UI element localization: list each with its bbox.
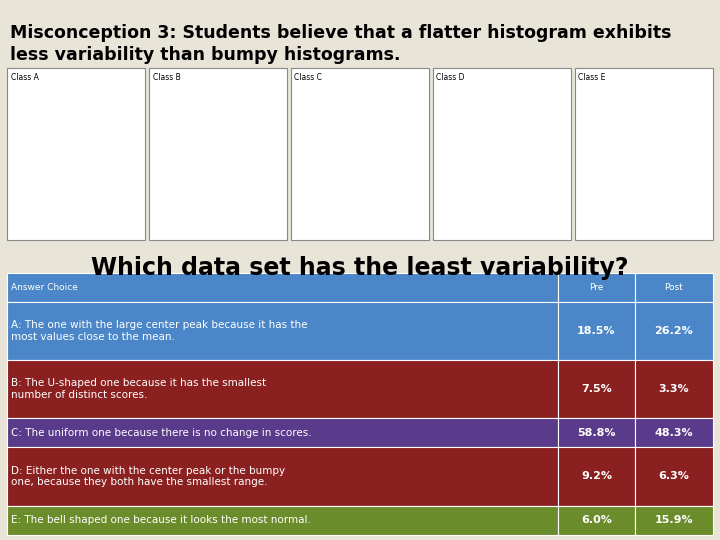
Bar <box>325 169 333 206</box>
Bar <box>639 125 647 206</box>
Bar <box>516 177 525 206</box>
Text: Class D: Class D <box>436 73 465 82</box>
Text: 9.2%: 9.2% <box>581 471 612 481</box>
Text: B: The U-shaped one because it has the smallest
number of distinct scores.: B: The U-shaped one because it has the s… <box>11 379 266 400</box>
X-axis label: Scores: Scores <box>215 217 239 222</box>
Text: 18.5%: 18.5% <box>577 326 616 336</box>
Bar <box>608 191 617 206</box>
Text: Class B: Class B <box>153 73 181 82</box>
Bar <box>365 154 373 206</box>
Bar <box>101 191 109 206</box>
Text: 26.2%: 26.2% <box>654 326 693 336</box>
Bar <box>658 147 667 206</box>
Bar <box>71 96 80 206</box>
X-axis label: Scores: Scores <box>499 217 523 222</box>
Bar <box>203 191 212 206</box>
Bar <box>487 184 495 206</box>
Y-axis label: Frequency: Frequency <box>153 129 159 165</box>
Text: 3.3%: 3.3% <box>659 384 689 394</box>
Bar <box>497 103 505 206</box>
Text: Which data set has the least variability?: Which data set has the least variability… <box>91 256 629 280</box>
Bar <box>477 184 485 206</box>
Bar <box>467 169 475 206</box>
Text: D: Either the one with the center peak or the bumpy
one, because they both have : D: Either the one with the center peak o… <box>11 465 285 487</box>
Text: C: The uniform one because there is no change in scores.: C: The uniform one because there is no c… <box>11 428 312 438</box>
Bar <box>111 198 120 206</box>
Text: Pre: Pre <box>589 283 603 292</box>
Bar <box>405 169 413 206</box>
Bar <box>193 177 202 206</box>
Text: Class E: Class E <box>578 73 606 82</box>
Bar <box>688 184 696 206</box>
Text: 48.3%: 48.3% <box>654 428 693 438</box>
Text: Class A: Class A <box>11 73 39 82</box>
Bar <box>629 161 637 206</box>
Bar <box>384 147 393 206</box>
Bar <box>233 154 241 206</box>
Y-axis label: Frequency: Frequency <box>12 129 17 165</box>
Text: less variability than bumpy histograms.: less variability than bumpy histograms. <box>10 46 400 64</box>
X-axis label: Scores: Scores <box>73 217 97 222</box>
Bar <box>273 110 281 206</box>
Bar <box>81 169 89 206</box>
Bar <box>355 161 364 206</box>
Bar <box>668 161 677 206</box>
Bar <box>263 184 271 206</box>
Bar <box>174 118 181 206</box>
Text: E: The bell shaped one because it looks the most normal.: E: The bell shaped one because it looks … <box>11 515 310 525</box>
Bar <box>335 161 343 206</box>
Bar <box>61 191 70 206</box>
Bar <box>678 177 687 206</box>
Y-axis label: Frequency: Frequency <box>437 129 443 165</box>
Text: 6.0%: 6.0% <box>581 515 612 525</box>
Text: Post: Post <box>665 283 683 292</box>
Y-axis label: Frequency: Frequency <box>295 129 301 165</box>
Bar <box>345 169 354 206</box>
Bar <box>91 184 99 206</box>
Bar <box>395 161 403 206</box>
Y-axis label: Frequency: Frequency <box>579 129 585 165</box>
X-axis label: Scores: Scores <box>641 217 665 222</box>
X-axis label: Scores: Scores <box>357 217 381 222</box>
Bar <box>41 198 50 206</box>
Bar <box>223 191 231 206</box>
Text: Misconception 3: Students believe that a flatter histogram exhibits: Misconception 3: Students believe that a… <box>10 24 672 42</box>
Text: Class C: Class C <box>294 73 323 82</box>
Text: 15.9%: 15.9% <box>654 515 693 525</box>
Text: 6.3%: 6.3% <box>659 471 690 481</box>
Text: A: The one with the large center peak because it has the
most values close to th: A: The one with the large center peak be… <box>11 320 307 342</box>
Bar <box>649 132 657 206</box>
Bar <box>51 191 60 206</box>
Bar <box>526 147 535 206</box>
Bar <box>374 161 383 206</box>
Text: 7.5%: 7.5% <box>581 384 612 394</box>
Text: 58.8%: 58.8% <box>577 428 616 438</box>
Text: Answer Choice: Answer Choice <box>11 283 78 292</box>
Bar <box>618 177 627 206</box>
